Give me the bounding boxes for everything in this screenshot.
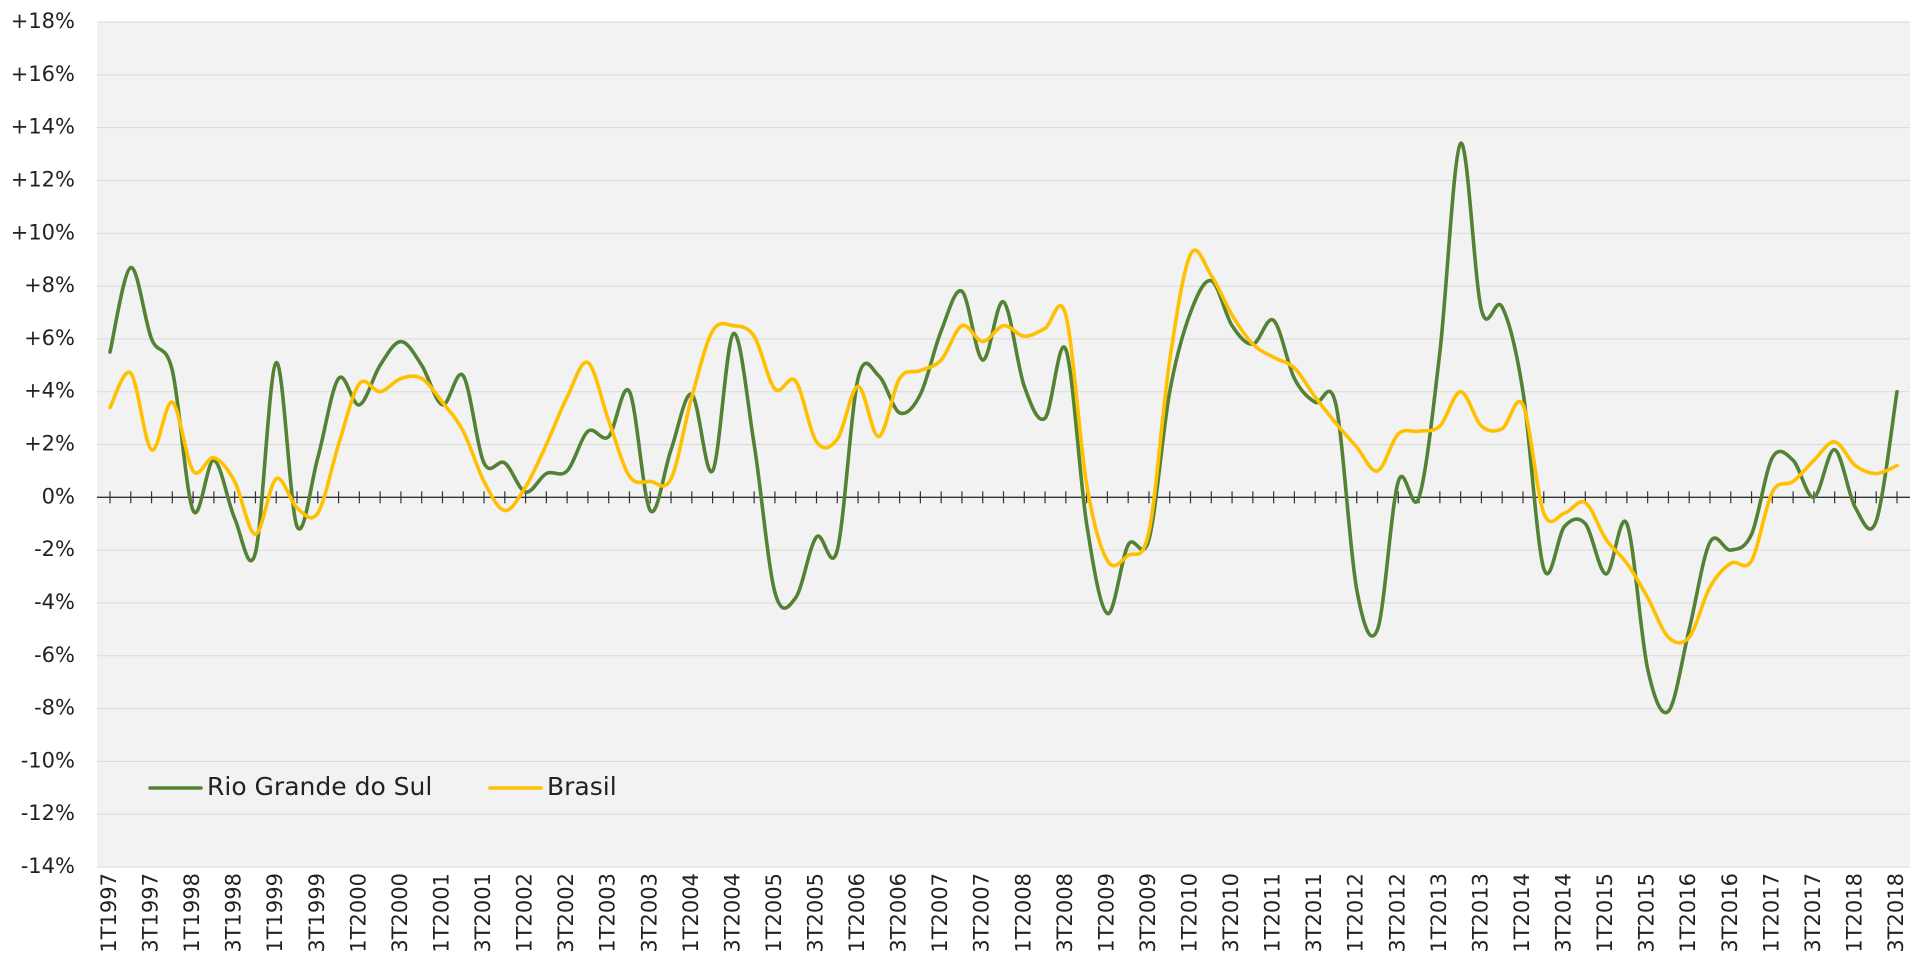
x-tick-label: 1T1997 xyxy=(97,873,121,953)
y-tick-label: +10% xyxy=(11,220,75,244)
x-tick-label: 3T2006 xyxy=(887,873,911,953)
x-tick-label: 1T2013 xyxy=(1427,873,1451,953)
legend-label: Brasil xyxy=(547,772,617,801)
x-tick-label: 3T2017 xyxy=(1801,873,1825,953)
x-tick-label: 3T2014 xyxy=(1552,873,1576,953)
y-tick-label: -6% xyxy=(34,643,75,667)
x-tick-label: 3T1999 xyxy=(305,873,329,953)
y-tick-label: -8% xyxy=(34,696,75,720)
y-tick-label: -14% xyxy=(21,854,75,878)
x-tick-label: 3T1997 xyxy=(139,873,163,953)
y-tick-label: +12% xyxy=(11,167,75,191)
x-tick-label: 1T1998 xyxy=(180,873,204,953)
x-tick-label: 3T2000 xyxy=(388,873,412,953)
x-tick-label: 1T2016 xyxy=(1676,873,1700,953)
x-tick-label: 1T2012 xyxy=(1344,873,1368,953)
x-tick-label: 1T2015 xyxy=(1593,873,1617,953)
y-tick-label: +2% xyxy=(24,432,75,456)
x-tick-label: 1T2008 xyxy=(1011,873,1035,953)
x-tick-label: 1T2004 xyxy=(679,873,703,953)
x-tick-label: 1T2010 xyxy=(1178,873,1202,953)
x-tick-label: 1T2014 xyxy=(1510,873,1534,953)
x-tick-label: 3T2015 xyxy=(1635,873,1659,953)
y-tick-label: +16% xyxy=(11,62,75,86)
x-tick-label: 3T2009 xyxy=(1136,873,1160,953)
y-tick-label: +18% xyxy=(11,9,75,33)
x-tick-label: 3T2011 xyxy=(1302,873,1326,953)
x-tick-label: 3T2004 xyxy=(720,873,744,953)
y-tick-label: +8% xyxy=(24,273,75,297)
x-tick-label: 3T2013 xyxy=(1468,873,1492,953)
x-tick-label: 1T2009 xyxy=(1094,873,1118,953)
x-tick-label: 1T2003 xyxy=(596,873,620,953)
legend: Rio Grande do Sul Brasil xyxy=(148,772,617,801)
x-tick-label: 3T2002 xyxy=(554,873,578,953)
x-axis: 1T1997 3T1997 1T1998 3T1998 1T1999 3T1999 1T20… xyxy=(97,491,1910,953)
y-tick-label: +4% xyxy=(24,379,75,403)
grid: -14% -12% -10% -8% -6% -4% -2% 0% +2% +4% +6% +8% +1… xyxy=(11,9,1910,878)
x-tick-label: 3T2001 xyxy=(471,873,495,953)
x-tick-label: 3T2012 xyxy=(1385,873,1409,953)
x-tick-label: 1T1999 xyxy=(263,873,287,953)
series-line xyxy=(108,248,1899,645)
lines xyxy=(108,141,1899,715)
x-tick-label: 3T2003 xyxy=(637,873,661,953)
x-tick-label: 3T2008 xyxy=(1053,873,1077,953)
y-tick-label: -2% xyxy=(34,537,75,561)
y-tick-label: -10% xyxy=(21,748,75,772)
y-tick-label: +6% xyxy=(24,326,75,350)
x-tick-label: 3T2018 xyxy=(1884,873,1908,953)
x-tick-label: 1T2006 xyxy=(845,873,869,953)
y-tick-label: 0% xyxy=(42,484,75,508)
x-tick-label: 1T2011 xyxy=(1261,873,1285,953)
x-tick-label: 3T1998 xyxy=(222,873,246,953)
x-tick-label: 3T2016 xyxy=(1718,873,1742,953)
x-tick-label: 1T2017 xyxy=(1759,873,1783,953)
y-tick-label: -12% xyxy=(21,801,75,825)
x-tick-label: 1T2018 xyxy=(1842,873,1866,953)
series-line xyxy=(108,141,1899,715)
x-tick-label: 3T2005 xyxy=(803,873,827,953)
x-tick-label: 1T2002 xyxy=(513,873,537,953)
x-tick-label: 1T2007 xyxy=(928,873,952,953)
legend-label: Rio Grande do Sul xyxy=(207,772,432,801)
x-tick-label: 3T2007 xyxy=(970,873,994,953)
x-tick-label: 3T2010 xyxy=(1219,873,1243,953)
x-tick-label: 1T2005 xyxy=(762,873,786,953)
y-tick-label: -4% xyxy=(34,590,75,614)
y-tick-label: +14% xyxy=(11,115,75,139)
x-tick-label: 1T2000 xyxy=(346,873,370,953)
x-tick-label: 1T2001 xyxy=(429,873,453,953)
